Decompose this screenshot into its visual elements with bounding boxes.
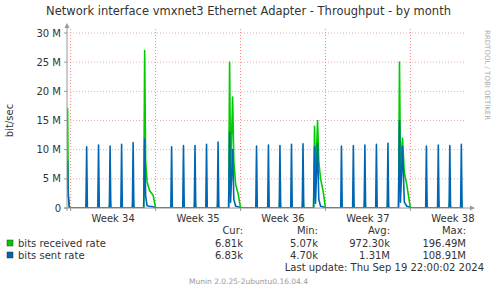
legend-stat: 972.30k xyxy=(349,238,390,249)
x-grid-line xyxy=(240,29,241,208)
legend-stat: 5.07k xyxy=(290,238,318,249)
y-tick-label: 0 xyxy=(55,203,61,214)
y-tick-label: 20 M xyxy=(36,86,61,97)
x-grid-line xyxy=(155,29,156,208)
footer: Munin 2.0.25-2ubuntu0.16.04.4 xyxy=(189,277,308,286)
stats-header: Max: xyxy=(442,225,466,236)
y-tick-label: 15 M xyxy=(36,115,61,126)
legend-stat: 4.70k xyxy=(290,250,318,261)
x-grid-line xyxy=(410,29,411,208)
background xyxy=(0,0,497,292)
series-line xyxy=(67,121,462,208)
data-group xyxy=(67,51,462,208)
y-grid-line xyxy=(67,91,465,92)
legend-swatch xyxy=(7,252,13,258)
y-axis-arrow xyxy=(65,23,70,28)
y-tick-label: 10 M xyxy=(36,144,61,155)
x-grid-line xyxy=(70,29,71,208)
x-axis xyxy=(64,208,470,209)
x-tick-label: Week 38 xyxy=(431,213,474,224)
x-tick-label: Week 37 xyxy=(346,213,389,224)
stats-header: Min: xyxy=(297,225,318,236)
x-tick-label: Week 36 xyxy=(261,213,304,224)
legend-stat: 1.31M xyxy=(359,250,390,261)
y-grid-line xyxy=(67,120,465,121)
x-axis-arrow xyxy=(470,206,475,211)
legend-label: bits sent rate xyxy=(18,250,85,261)
title: Network interface vmxnet3 Ethernet Adapt… xyxy=(46,4,451,18)
legend-stat: 6.81k xyxy=(215,238,243,249)
y-grid-line xyxy=(67,33,465,34)
legend-swatch xyxy=(7,240,13,246)
stats-header: Avg: xyxy=(368,225,390,236)
x-tick-label: Week 35 xyxy=(176,213,219,224)
x-tick-label: Week 34 xyxy=(91,213,134,224)
legend-stat: 196.49M xyxy=(422,238,466,249)
series-line xyxy=(67,51,462,208)
side-label: RRDTOOL / TOBI OETIKER xyxy=(483,30,491,120)
y-tick-label: 25 M xyxy=(36,57,61,68)
y-tick-label: 5 M xyxy=(43,173,61,184)
y-axis xyxy=(67,28,68,211)
chart: Network interface vmxnet3 Ethernet Adapt… xyxy=(0,0,497,292)
y-axis-label: bit/sec xyxy=(4,104,15,137)
y-tick-label: 30 M xyxy=(36,28,61,39)
legend-label: bits received rate xyxy=(18,238,106,249)
x-grid-line xyxy=(325,29,326,208)
legend-stat: 108.91M xyxy=(422,250,466,261)
last-update: Last update: Thu Sep 19 22:00:02 2024 xyxy=(285,262,484,273)
y-grid-line xyxy=(67,62,465,63)
y-grid-line xyxy=(67,149,465,150)
stats-header: Cur: xyxy=(222,225,243,236)
legend-stat: 6.83k xyxy=(215,250,243,261)
